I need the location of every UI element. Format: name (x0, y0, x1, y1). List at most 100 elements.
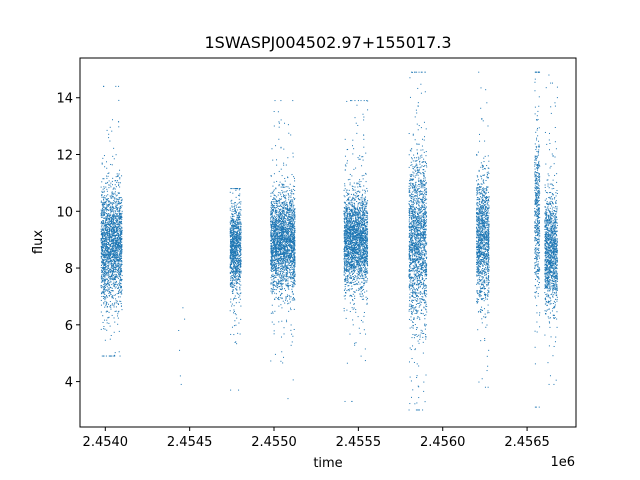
data-point (110, 197, 112, 199)
data-point (235, 274, 237, 276)
data-point (106, 251, 108, 253)
data-point (111, 180, 113, 182)
data-point (281, 274, 283, 276)
data-point (239, 219, 241, 221)
data-point (233, 219, 235, 221)
data-point (278, 231, 280, 233)
data-point (100, 215, 102, 217)
data-point (283, 254, 285, 256)
data-point (270, 230, 272, 232)
data-point (117, 250, 119, 252)
data-point (291, 264, 293, 266)
data-point (101, 247, 103, 249)
data-point (102, 268, 104, 270)
data-point (113, 244, 115, 246)
data-point (281, 233, 283, 235)
data-point (283, 333, 285, 335)
data-point (230, 247, 232, 249)
data-point (102, 208, 104, 210)
data-point (274, 241, 276, 243)
data-point (112, 355, 114, 357)
data-point (280, 304, 282, 306)
data-point (292, 256, 294, 258)
data-point (235, 196, 237, 198)
data-point (240, 233, 242, 235)
data-point (116, 257, 118, 259)
data-point (106, 252, 108, 254)
data-point (112, 253, 114, 255)
data-point (281, 351, 283, 353)
data-point (229, 233, 231, 235)
data-point (107, 272, 109, 274)
data-point (113, 269, 115, 271)
data-point (105, 224, 107, 226)
data-point (121, 245, 123, 247)
data-point (276, 258, 278, 260)
data-point (111, 284, 113, 286)
data-point (120, 232, 122, 233)
data-point (285, 256, 287, 258)
data-point (290, 272, 292, 274)
data-point (239, 213, 241, 215)
data-point (238, 244, 240, 246)
data-point (239, 286, 241, 288)
data-point (113, 222, 115, 224)
data-point (107, 231, 109, 233)
data-point (276, 164, 278, 166)
data-point (118, 209, 120, 211)
data-point (229, 284, 231, 286)
data-point (120, 269, 122, 271)
data-point (292, 251, 294, 253)
data-point (288, 256, 290, 258)
data-point (289, 257, 291, 259)
data-point (120, 285, 122, 287)
data-point (113, 197, 115, 199)
data-point (285, 268, 287, 270)
data-point (121, 198, 123, 200)
data-point (106, 266, 108, 268)
data-point (232, 240, 234, 242)
data-point (107, 287, 109, 289)
data-point (112, 239, 114, 241)
data-point (107, 258, 109, 260)
data-point (108, 239, 110, 241)
data-point (103, 235, 105, 237)
data-point (239, 223, 241, 225)
data-point (232, 221, 234, 223)
data-point (112, 295, 114, 297)
data-point (119, 186, 121, 188)
data-point (102, 214, 104, 216)
data-point (231, 244, 233, 246)
data-point (234, 282, 236, 284)
data-point (233, 305, 235, 307)
data-point (277, 255, 279, 257)
data-point (291, 251, 293, 253)
data-point (117, 247, 119, 249)
data-point (282, 229, 283, 231)
data-point (290, 245, 292, 247)
data-point (285, 207, 287, 209)
data-point (105, 201, 107, 203)
data-point (117, 235, 119, 237)
data-point (291, 235, 293, 237)
data-point (291, 217, 293, 219)
data-point (234, 341, 236, 343)
data-point (103, 187, 105, 189)
data-point (236, 240, 238, 242)
data-point (104, 236, 106, 238)
data-point (119, 259, 121, 261)
data-point (110, 196, 112, 198)
data-point (270, 234, 272, 236)
data-point (293, 193, 295, 195)
data-point (272, 244, 274, 246)
data-point (112, 267, 114, 269)
data-point (119, 274, 121, 276)
data-point (102, 205, 104, 207)
data-point (272, 205, 274, 207)
data-point (115, 225, 117, 227)
data-point (270, 211, 272, 213)
data-point (236, 214, 238, 216)
data-point (110, 182, 112, 184)
data-point (115, 204, 117, 206)
data-point (236, 226, 238, 228)
